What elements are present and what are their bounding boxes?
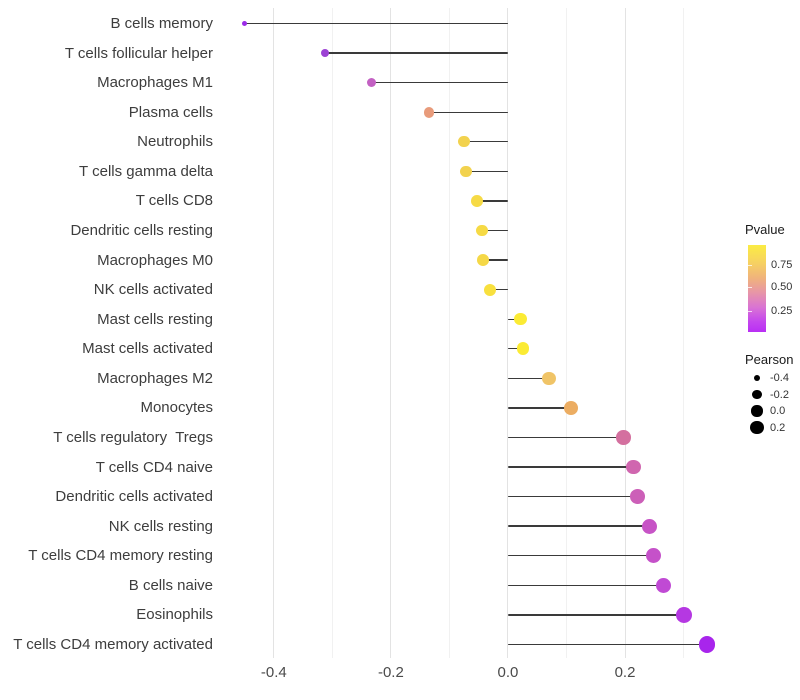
lollipop-stem — [371, 81, 508, 84]
lollipop-stem — [481, 229, 508, 232]
lollipop-dot — [564, 401, 579, 415]
pvalue-legend-title: Pvalue — [745, 222, 785, 237]
lollipop-dot — [458, 136, 470, 148]
lollipop-stem — [482, 259, 508, 261]
minor-gridline — [683, 8, 685, 658]
pearson-legend: Pearson -0.4 -0.2 0.0 0.2 — [745, 352, 800, 442]
minor-gridline — [331, 8, 333, 658]
pearson-size-dot — [751, 405, 763, 417]
x-axis-tick-label: -0.4 — [260, 664, 287, 681]
y-axis-label: B cells naive — [128, 576, 213, 594]
pvalue-colorbar — [748, 245, 766, 332]
y-axis-label: B cells memory — [110, 15, 213, 32]
y-axis-label: T cells gamma delta — [79, 162, 213, 180]
y-axis-label: T cells CD4 memory resting — [28, 547, 213, 565]
lollipop-dot — [242, 21, 248, 26]
pearson-size-label: -0.2 — [770, 388, 789, 401]
lollipop-stem — [476, 200, 508, 202]
y-axis-label: NK cells resting — [108, 517, 213, 535]
lollipop-dot — [698, 636, 716, 653]
lollipop-dot — [642, 518, 658, 534]
y-axis-label: Eosinophils — [136, 606, 213, 624]
y-axis-label: Monocytes — [140, 399, 213, 417]
lollipop-dot — [320, 49, 329, 58]
major-gridline — [624, 8, 626, 658]
lollipop-stem — [507, 466, 634, 468]
y-axis-label: Mast cells activated — [82, 340, 213, 358]
pvalue-tick-mark — [748, 310, 752, 312]
x-axis-tick-label: 0.2 — [614, 664, 636, 681]
pearson-legend-title: Pearson — [745, 352, 794, 367]
lollipop-dot — [476, 254, 489, 266]
minor-gridline — [566, 8, 567, 658]
lollipop-stem — [507, 436, 624, 439]
y-axis-label: Macrophages M0 — [97, 251, 213, 269]
y-axis-label: Macrophages M1 — [97, 74, 213, 92]
lollipop-dot — [645, 548, 661, 564]
lollipop-stem — [465, 170, 508, 173]
lollipop-stem — [507, 614, 685, 616]
y-axis-label: T cells CD4 naive — [95, 458, 213, 476]
lollipop-dot — [483, 283, 496, 296]
lollipop-stem — [507, 525, 650, 527]
lollipop-dot — [625, 459, 641, 475]
lollipop-dot — [542, 371, 556, 385]
pvalue-legend: Pvalue 0.75 0.50 0.25 — [745, 222, 800, 347]
y-axis-label: T cells follicular helper — [64, 44, 213, 62]
y-axis-label: Mast cells resting — [97, 310, 213, 328]
lollipop-dot — [366, 77, 377, 88]
lollipop-dot — [655, 577, 672, 594]
pvalue-tick-label: 0.75 — [771, 259, 793, 271]
major-gridline — [507, 8, 509, 658]
lollipop-dot — [475, 224, 488, 237]
y-axis-label: T cells CD4 memory activated — [13, 635, 213, 653]
y-axis-label: Dendritic cells activated — [55, 488, 213, 506]
lollipop-dot — [513, 312, 527, 326]
pvalue-tick-mark — [748, 264, 752, 266]
y-axis-label: T cells CD8 — [135, 192, 213, 210]
major-gridline — [273, 8, 275, 658]
lollipop-stem — [464, 141, 508, 143]
minor-gridline — [448, 8, 450, 658]
y-axis-label: NK cells activated — [93, 281, 213, 299]
pvalue-tick-label: 0.25 — [771, 305, 793, 318]
lollipop-stem — [324, 52, 508, 54]
lollipop-stem — [489, 288, 508, 291]
pvalue-tick-label: 0.50 — [771, 281, 793, 294]
lollipop-stem — [507, 407, 572, 409]
lollipop-stem — [507, 495, 638, 498]
pearson-size-dot — [752, 389, 762, 400]
lollipop-dot — [629, 489, 645, 505]
lollipop-stem — [507, 643, 707, 646]
lollipop-dot — [471, 195, 483, 207]
pvalue-tick-mark — [748, 286, 752, 288]
lollipop-stem — [507, 584, 664, 587]
y-axis-label: Plasma cells — [128, 103, 213, 121]
major-gridline — [390, 8, 392, 658]
y-axis-label: Neutrophils — [137, 133, 213, 151]
pearson-size-dot — [753, 374, 761, 382]
pearson-size-label: -0.4 — [770, 372, 789, 384]
lollipop-stem — [428, 111, 508, 113]
lollipop-dot — [676, 607, 693, 623]
lollipop-stem — [244, 22, 508, 25]
pearson-size-dot — [750, 420, 764, 435]
x-axis-tick-label: -0.2 — [377, 664, 404, 681]
lollipop-dot — [516, 342, 530, 356]
lollipop-dot — [615, 430, 631, 445]
y-axis-label: Dendritic cells resting — [70, 221, 213, 239]
lollipop-dot — [460, 165, 472, 178]
pearson-size-label: 0.0 — [770, 405, 786, 417]
lollipop-stem — [507, 348, 524, 350]
lollipop-stem — [507, 555, 654, 557]
y-axis-label: T cells regulatory Tregs — [53, 428, 213, 446]
lollipop-dot — [423, 106, 435, 118]
pearson-size-label: 0.2 — [770, 421, 786, 434]
lollipop-stem — [507, 377, 549, 380]
y-axis-label: Macrophages M2 — [97, 369, 213, 387]
x-axis-tick-label: 0.0 — [497, 664, 519, 681]
